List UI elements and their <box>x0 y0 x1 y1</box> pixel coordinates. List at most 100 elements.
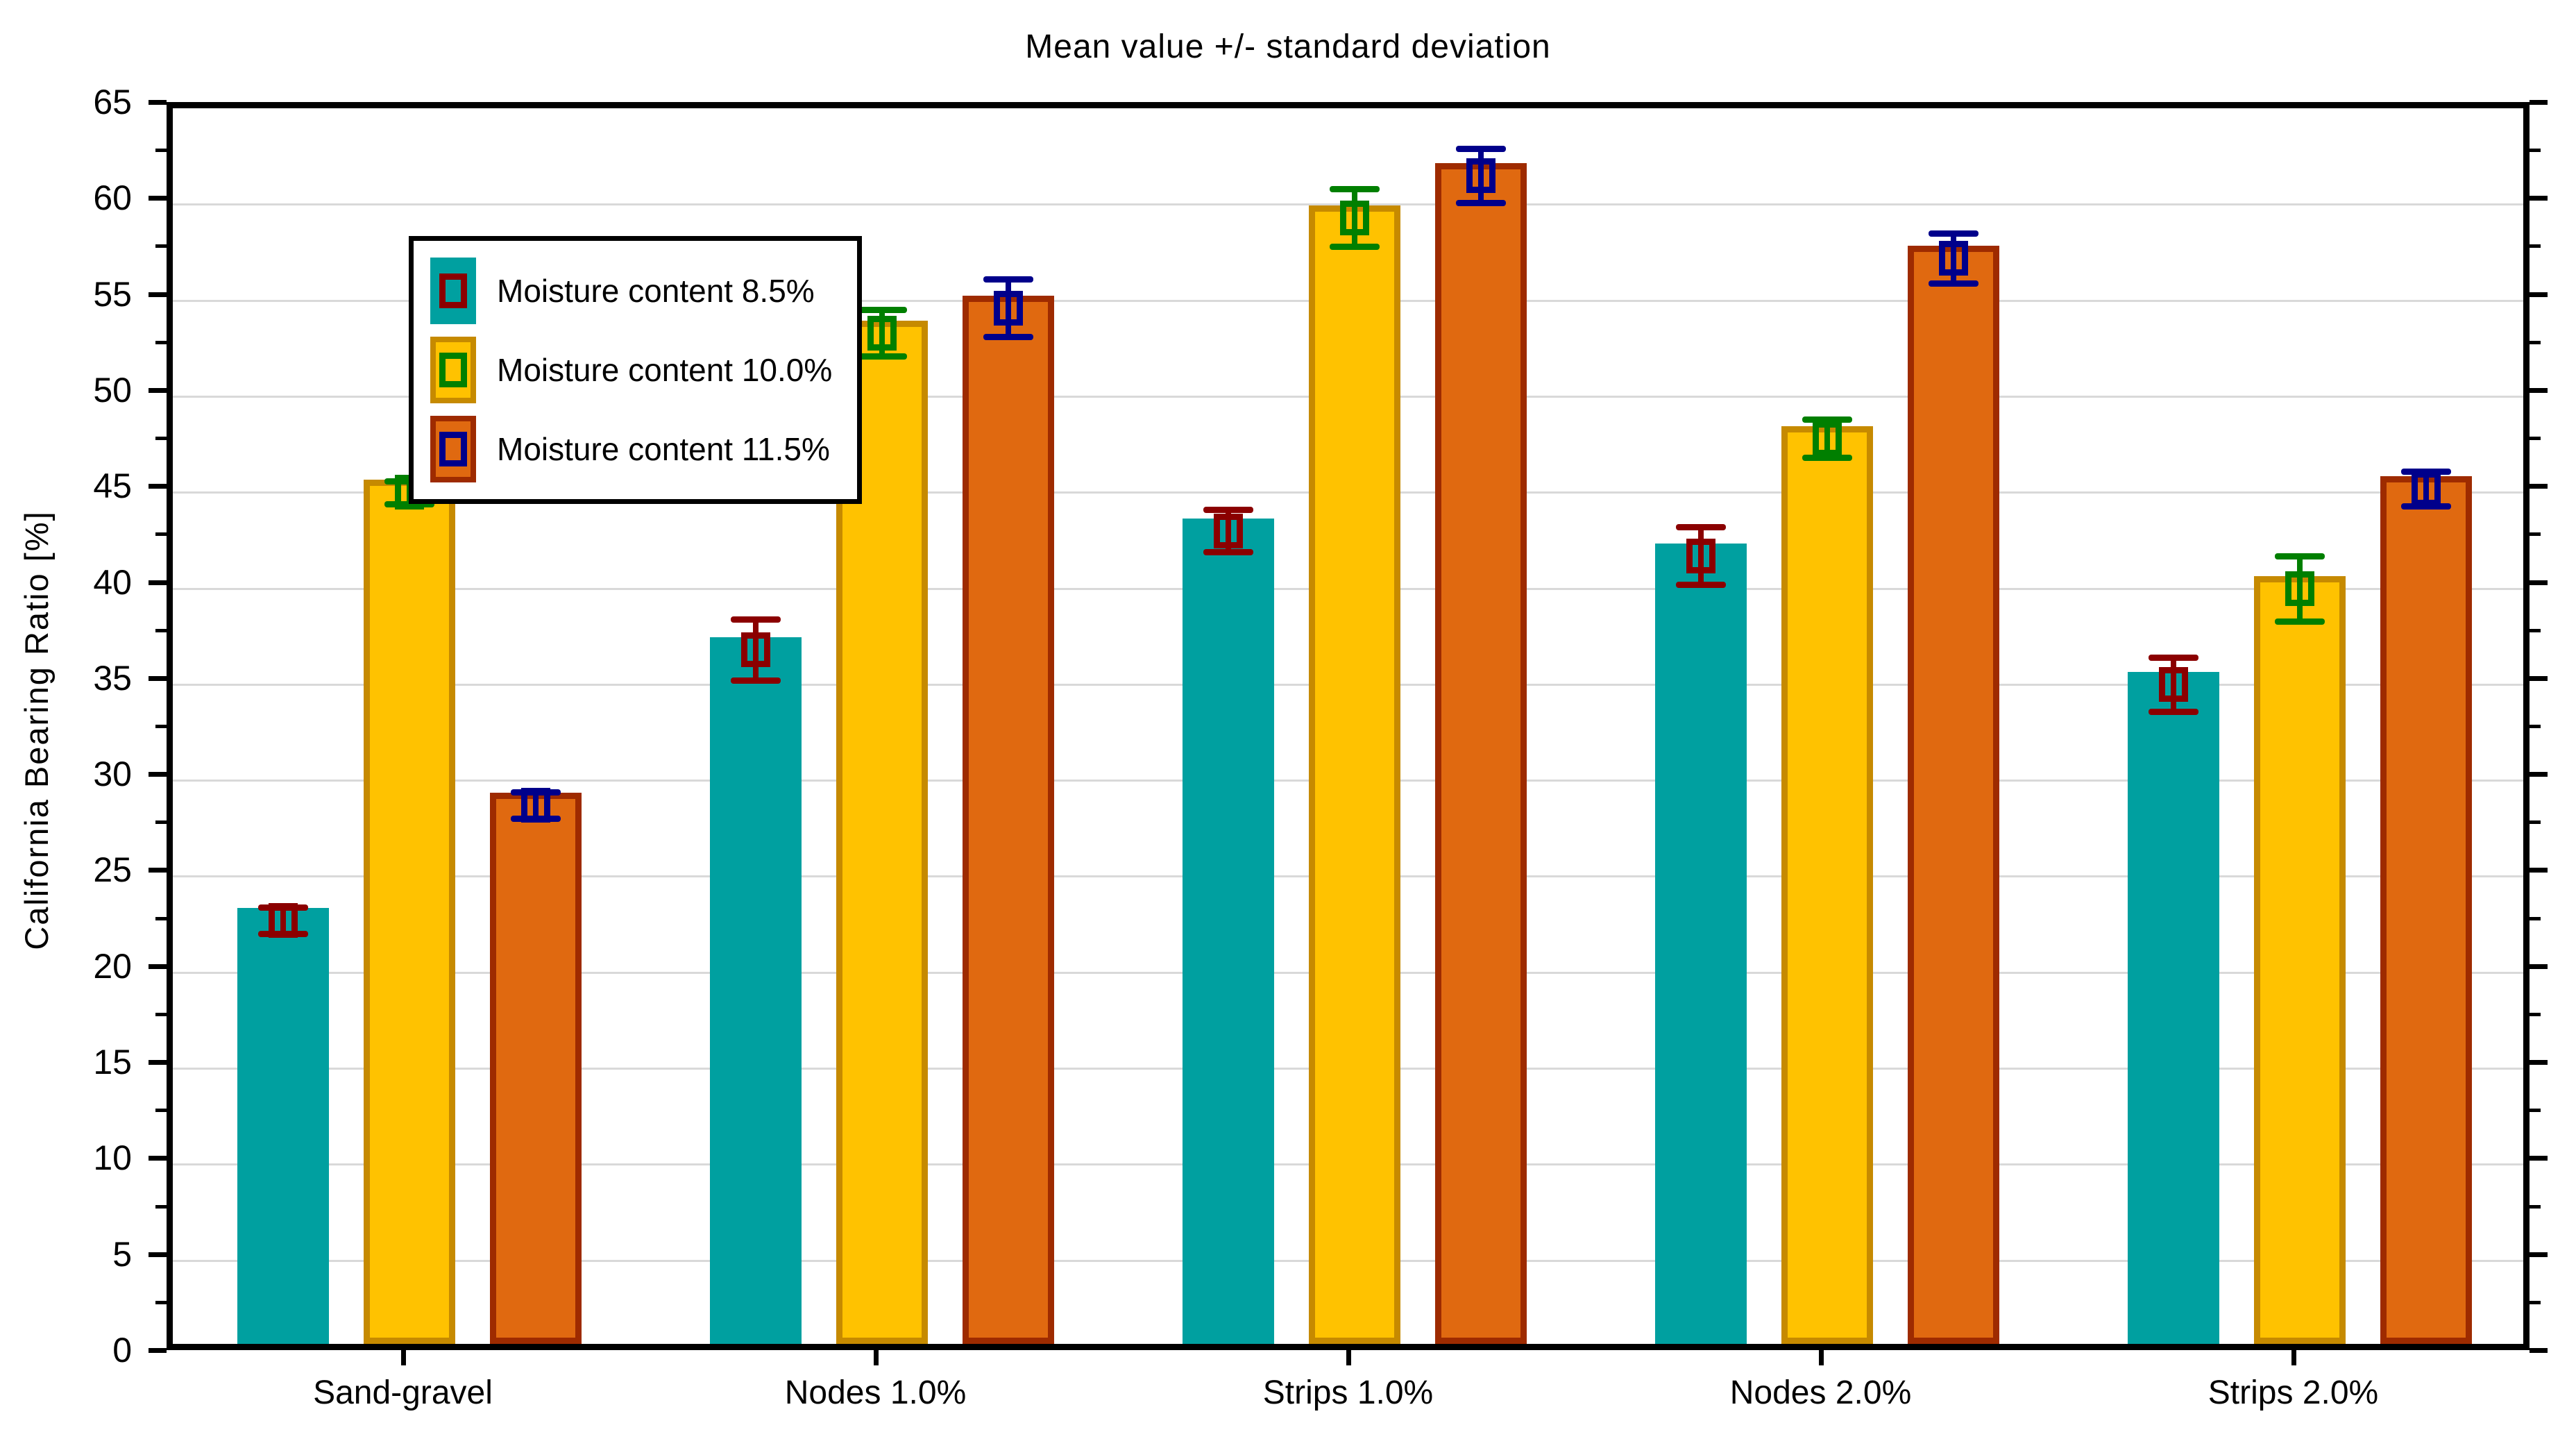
y-minor-tick-left <box>155 628 167 632</box>
mean-marker-icon <box>439 273 467 308</box>
y-axis-tick-label: 10 <box>93 1138 132 1178</box>
mean-marker-icon <box>268 903 298 938</box>
y-minor-tick-left <box>155 820 167 825</box>
y-axis-tick-label: 15 <box>93 1043 132 1082</box>
legend-item: Moisture content 11.5% <box>430 413 832 485</box>
y-major-tick-right <box>2530 580 2548 585</box>
error-bar-line <box>1824 419 1830 458</box>
legend-swatch-11-5 <box>430 416 476 482</box>
y-major-tick-left <box>149 196 167 201</box>
y-major-tick-right <box>2530 196 2548 201</box>
error-bar-line <box>1477 149 1484 203</box>
x-tick <box>1818 1350 1824 1365</box>
y-minor-tick-left <box>155 1109 167 1113</box>
y-axis-tick-label: 5 <box>112 1234 132 1274</box>
error-bar-cap-bottom <box>856 353 907 360</box>
mean-marker-icon <box>1466 158 1495 193</box>
y-major-tick-left <box>149 675 167 681</box>
y-minor-tick-left <box>155 725 167 728</box>
mean-marker-icon <box>2158 666 2188 702</box>
y-major-tick-right <box>2530 1156 2548 1161</box>
y-minor-tick-left <box>155 437 167 441</box>
x-axis-label: Strips 2.0% <box>2208 1374 2379 1411</box>
y-minor-tick-right <box>2530 532 2541 537</box>
legend-label: Moisture content 10.0% <box>497 352 833 388</box>
y-minor-tick-right <box>2530 1204 2541 1209</box>
mean-marker-icon <box>1812 421 1842 456</box>
y-major-tick-right <box>2530 1348 2548 1353</box>
y-minor-tick-left <box>155 532 167 537</box>
y-minor-tick-right <box>2530 340 2541 344</box>
mean-marker-icon <box>867 315 897 351</box>
y-axis-tick-label: 20 <box>93 946 132 986</box>
error-bar-cap-bottom <box>983 334 1033 341</box>
y-axis-tick-label: 45 <box>93 466 132 506</box>
error-bar-line <box>2423 471 2429 506</box>
y-major-tick-left <box>149 484 167 489</box>
error-bar-cap-top <box>1802 416 1852 423</box>
y-major-tick-left <box>149 963 167 969</box>
bar-sand-gravel-s2 <box>489 793 582 1344</box>
y-major-tick-left <box>149 1252 167 1257</box>
mean-marker-icon <box>2285 571 2314 606</box>
mean-marker-icon <box>2411 471 2441 506</box>
y-minor-tick-right <box>2530 437 2541 441</box>
y-axis-tick-label: 40 <box>93 562 132 602</box>
bar-nodes-2-0--s2 <box>1907 245 1999 1344</box>
y-major-tick-left <box>149 387 167 393</box>
y-major-tick-left <box>149 1348 167 1353</box>
mean-marker-icon <box>1339 200 1369 235</box>
y-axis-tick-label: 60 <box>93 178 132 218</box>
y-minor-tick-right <box>2530 725 2541 728</box>
mean-marker-icon <box>1686 538 1715 573</box>
y-minor-tick-left <box>155 1300 167 1304</box>
y-minor-tick-right <box>2530 916 2541 920</box>
error-bar-cap-bottom <box>2400 503 2451 510</box>
error-bar-cap-bottom <box>2148 708 2198 715</box>
error-bar-line <box>1950 233 1956 283</box>
error-bar-cap-top <box>856 307 907 314</box>
x-axis-label: Sand-gravel <box>313 1374 493 1411</box>
error-bar-cap-bottom <box>1928 280 1978 287</box>
bar-strips-2-0--s2 <box>2380 475 2472 1344</box>
x-tick <box>1346 1350 1351 1365</box>
y-minor-tick-left <box>155 1012 167 1016</box>
y-major-tick-left <box>149 772 167 777</box>
bar-strips-1-0--s2 <box>1434 162 1527 1344</box>
y-minor-tick-right <box>2530 1012 2541 1016</box>
plot-area: Moisture content 8.5% Moisture content 1… <box>167 102 2530 1350</box>
error-bar-line <box>1697 527 1704 584</box>
error-bar-cap-bottom <box>1675 582 1726 588</box>
y-axis-tick-label: 55 <box>93 274 132 314</box>
chart-title: Mean value +/- standard deviation <box>1025 28 1551 65</box>
y-minor-tick-right <box>2530 628 2541 632</box>
error-bar-line <box>1351 189 1357 247</box>
y-minor-tick-left <box>155 244 167 249</box>
error-bar-line <box>752 618 759 681</box>
bar-nodes-1-0--s2 <box>962 295 1054 1344</box>
error-bar-cap-bottom <box>1329 244 1380 251</box>
mean-marker-icon <box>439 432 467 466</box>
y-major-tick-left <box>149 292 167 297</box>
y-major-tick-right <box>2530 675 2548 681</box>
error-bar-line <box>1225 510 1231 552</box>
y-minor-tick-right <box>2530 1109 2541 1113</box>
y-minor-tick-left <box>155 916 167 920</box>
error-bar-cap-top <box>2274 553 2325 559</box>
y-major-tick-right <box>2530 100 2548 105</box>
y-major-tick-right <box>2530 1252 2548 1257</box>
bar-strips-1-0--s1 <box>1308 205 1400 1344</box>
y-major-tick-right <box>2530 963 2548 969</box>
y-minor-tick-left <box>155 149 167 153</box>
error-bar-cap-bottom <box>730 677 781 684</box>
bar-nodes-2-0--s1 <box>1781 426 1873 1344</box>
error-bar-line <box>532 791 539 819</box>
mean-marker-icon <box>1213 513 1243 548</box>
error-bar-line <box>1005 279 1011 337</box>
bar-nodes-1-0--s0 <box>709 637 802 1344</box>
mean-marker-icon <box>439 353 467 387</box>
y-major-tick-left <box>149 1060 167 1066</box>
legend-swatch-10-0 <box>430 337 476 403</box>
error-bar-cap-top <box>1928 230 1978 237</box>
